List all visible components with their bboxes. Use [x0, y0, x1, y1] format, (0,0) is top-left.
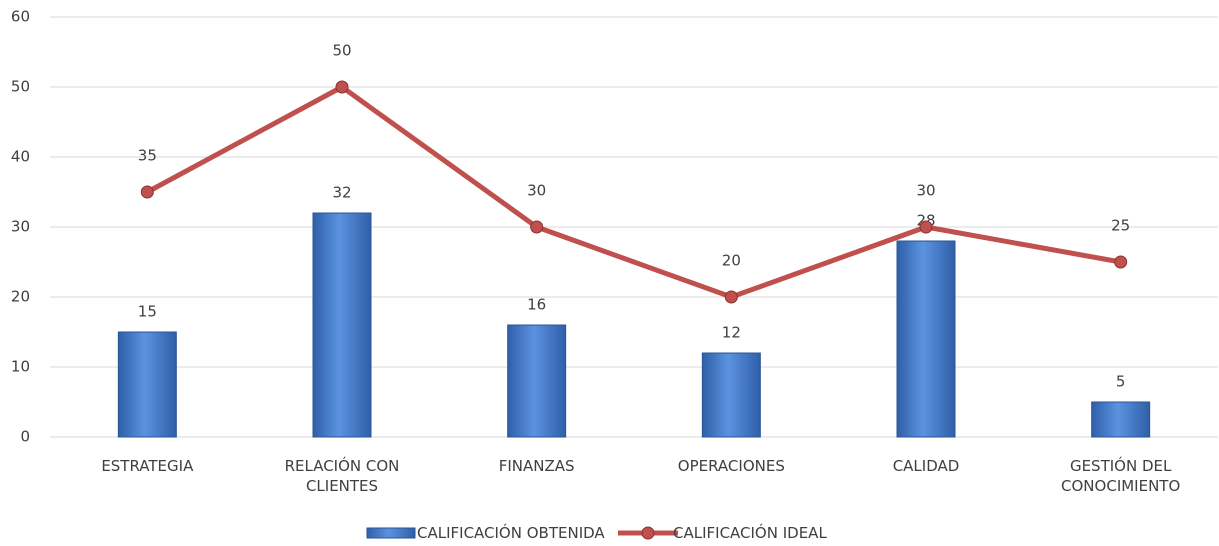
marker [335, 80, 349, 94]
bar [896, 240, 956, 438]
y-tick-label: 50 [11, 78, 30, 96]
legend-label: CALIFICACIÓN OBTENIDA [417, 524, 605, 542]
data-label: 50 [332, 42, 351, 60]
bar [701, 352, 761, 438]
y-tick-label: 40 [11, 148, 30, 166]
bar [507, 324, 567, 438]
data-label: 20 [722, 252, 741, 270]
y-tick-label: 0 [20, 428, 30, 446]
x-tick-label: FINANZAS [498, 457, 575, 475]
bar [1091, 401, 1151, 438]
data-label: 30 [916, 182, 935, 200]
marker [724, 290, 738, 304]
line [146, 84, 1122, 300]
bar [312, 212, 372, 438]
data-label: 5 [1116, 373, 1126, 391]
x-tick-label: GESTIÓN DEL CONOCIMIENTO [1061, 457, 1181, 495]
data-label: 30 [527, 182, 546, 200]
marker [919, 220, 933, 234]
x-tick-label: OPERACIONES [677, 457, 785, 475]
x-tick-label: ESTRATEGIA [101, 457, 194, 475]
marker [1114, 255, 1128, 269]
y-tick-label: 10 [11, 358, 30, 376]
data-label: 15 [138, 303, 157, 321]
data-label: 32 [332, 184, 351, 202]
data-label: 35 [138, 147, 157, 165]
bar [117, 331, 177, 438]
x-tick-label: CALIDAD [892, 457, 960, 475]
y-tick-label: 20 [11, 288, 30, 306]
y-tick-label: 30 [11, 218, 30, 236]
legend-marker [641, 526, 655, 540]
marker [530, 220, 544, 234]
x-tick-label: RELACIÓN CON CLIENTES [284, 457, 400, 495]
legend-swatch [366, 527, 416, 539]
data-label: 12 [722, 324, 741, 342]
legend-label: CALIFICACIÓN IDEAL [673, 524, 827, 542]
data-label: 25 [1111, 217, 1130, 235]
y-tick-label: 60 [11, 8, 30, 26]
marker [140, 185, 154, 199]
data-label: 16 [527, 296, 546, 314]
